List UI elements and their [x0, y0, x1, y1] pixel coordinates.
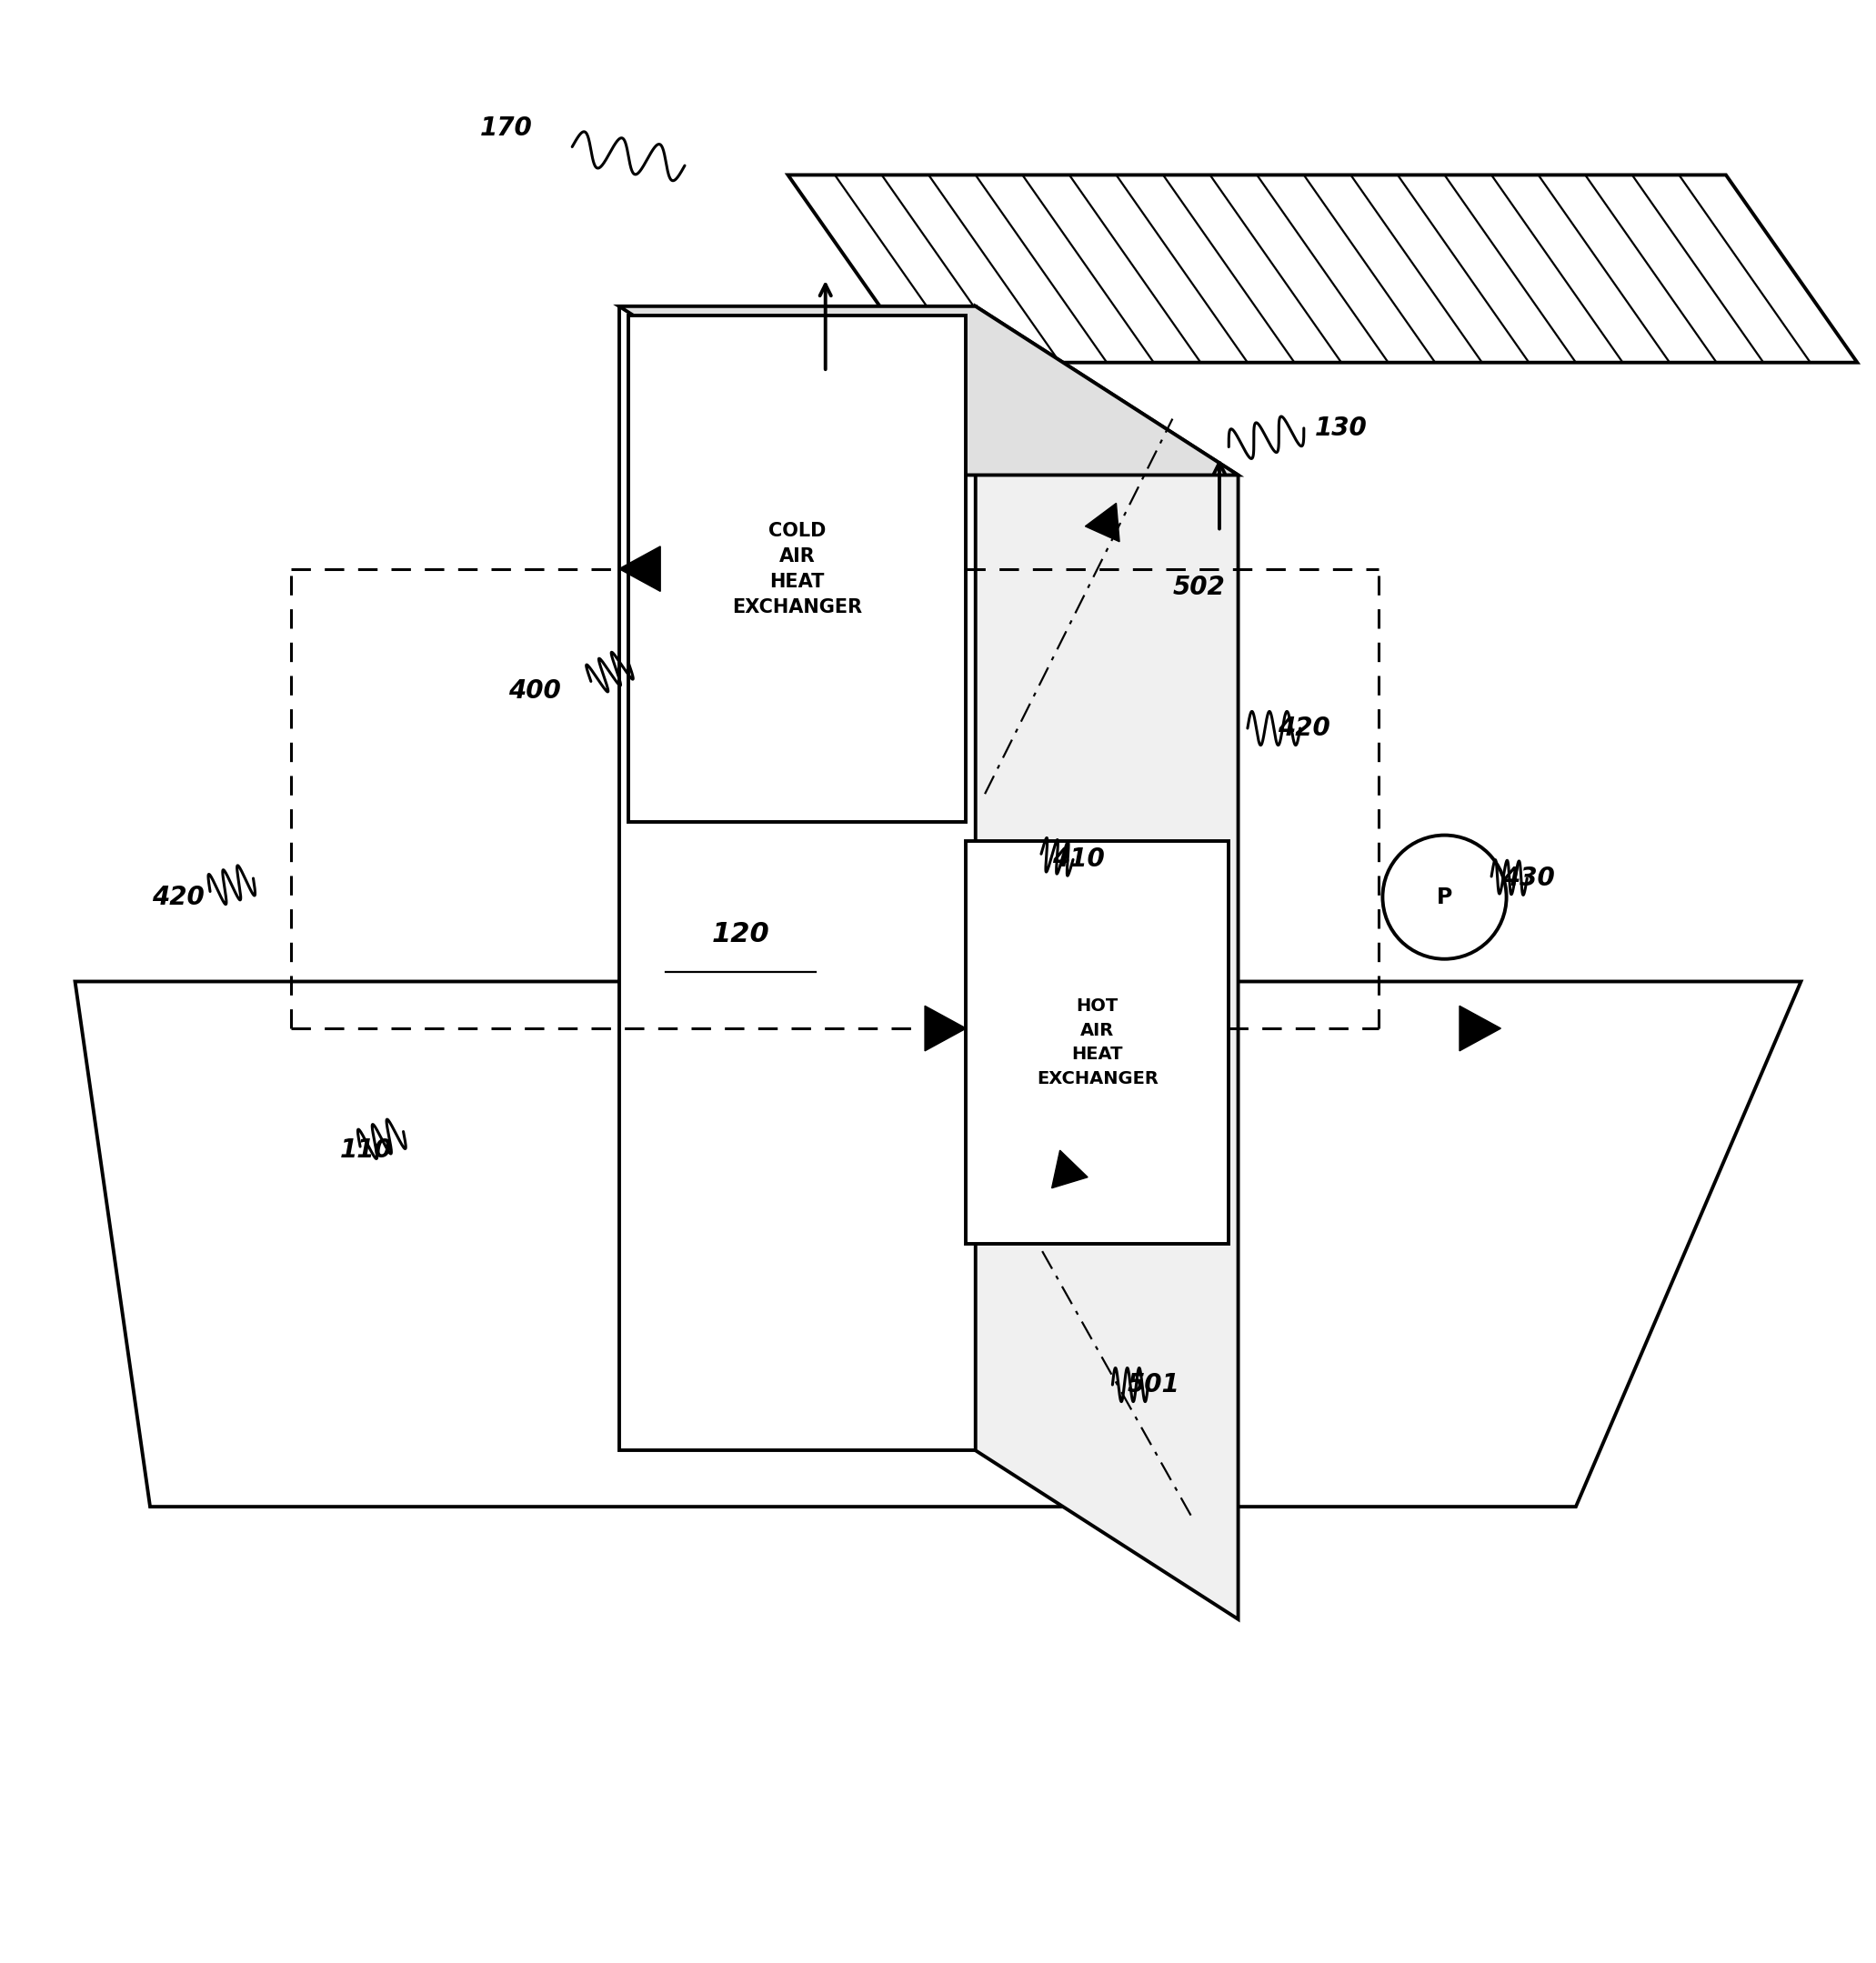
- Polygon shape: [1460, 1005, 1501, 1050]
- Text: 501: 501: [1127, 1372, 1180, 1398]
- Polygon shape: [1084, 503, 1120, 542]
- Text: 502: 502: [1172, 575, 1225, 601]
- Text: HOT
AIR
HEAT
EXCHANGER: HOT AIR HEAT EXCHANGER: [1037, 997, 1157, 1088]
- Text: 120: 120: [713, 921, 769, 948]
- Text: COLD
AIR
HEAT
EXCHANGER: COLD AIR HEAT EXCHANGER: [732, 522, 863, 616]
- Bar: [966, 840, 1229, 1245]
- Text: 130: 130: [1315, 416, 1368, 442]
- Text: 410: 410: [1052, 846, 1105, 872]
- Polygon shape: [925, 1005, 966, 1050]
- Polygon shape: [619, 306, 976, 1451]
- Text: 430: 430: [1503, 866, 1555, 891]
- Text: 400: 400: [508, 677, 561, 703]
- Polygon shape: [1052, 1150, 1088, 1188]
- Text: 170: 170: [480, 116, 533, 141]
- Polygon shape: [976, 306, 1238, 1619]
- Polygon shape: [788, 175, 1857, 363]
- Bar: [628, 316, 966, 822]
- Polygon shape: [619, 546, 660, 591]
- Text: 420: 420: [1278, 716, 1330, 740]
- Polygon shape: [75, 981, 1801, 1508]
- Text: 110: 110: [340, 1139, 392, 1162]
- Text: P: P: [1437, 885, 1452, 909]
- Text: 420: 420: [152, 885, 204, 909]
- Polygon shape: [619, 306, 1238, 475]
